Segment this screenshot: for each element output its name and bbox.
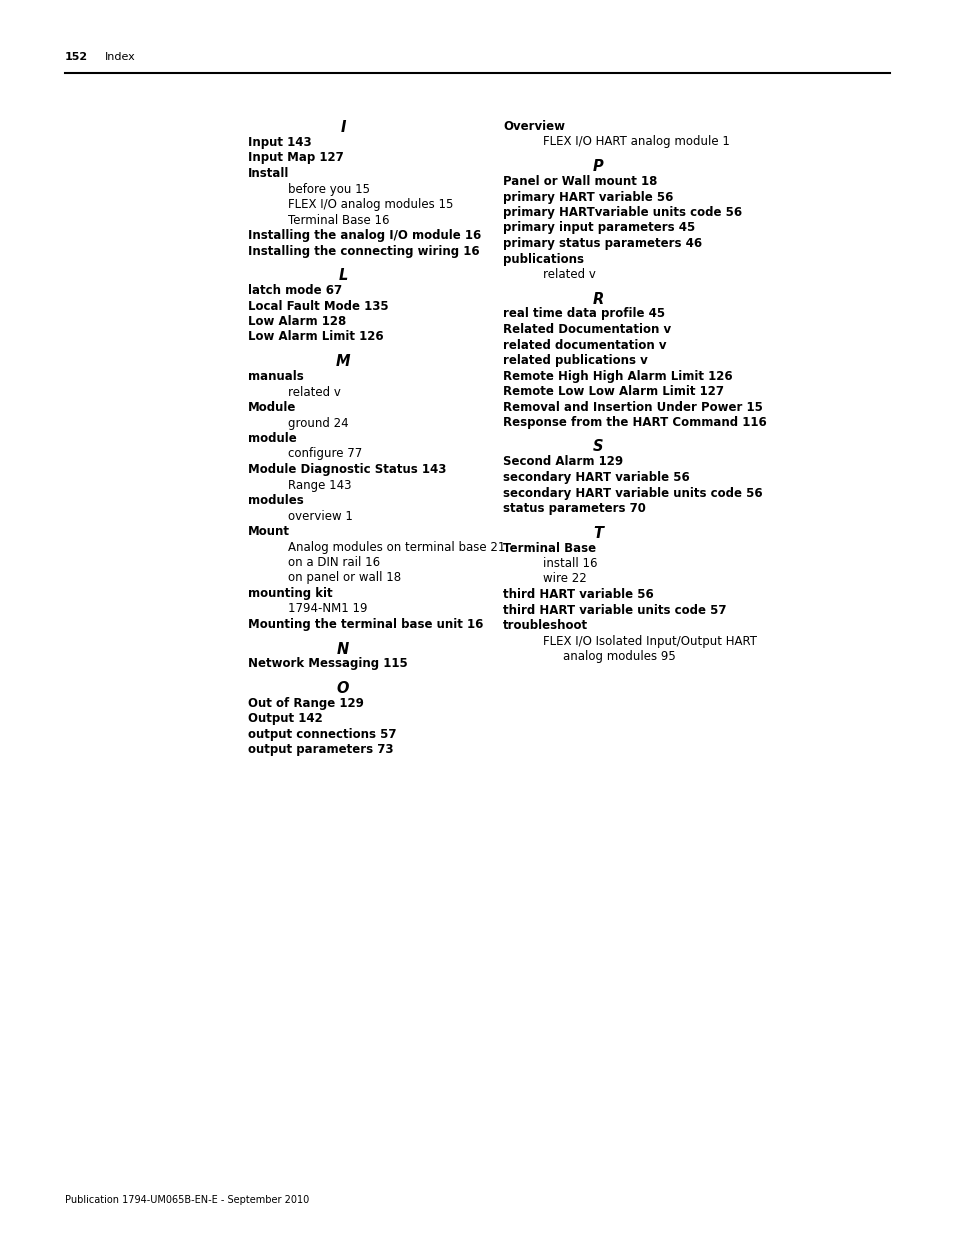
- Text: latch mode 67: latch mode 67: [248, 284, 342, 296]
- Text: on panel or wall 18: on panel or wall 18: [288, 572, 400, 584]
- Text: configure 77: configure 77: [288, 447, 362, 461]
- Text: Local Fault Mode 135: Local Fault Mode 135: [248, 300, 388, 312]
- Text: third HART variable 56: third HART variable 56: [502, 588, 653, 601]
- Text: wire 22: wire 22: [542, 573, 586, 585]
- Text: Publication 1794-UM065B-EN-E - September 2010: Publication 1794-UM065B-EN-E - September…: [65, 1195, 309, 1205]
- Text: Module: Module: [248, 401, 296, 414]
- Text: third HART variable units code 57: third HART variable units code 57: [502, 604, 726, 616]
- Text: before you 15: before you 15: [288, 183, 370, 195]
- Text: FLEX I/O Isolated Input/Output HART: FLEX I/O Isolated Input/Output HART: [542, 635, 757, 647]
- Text: real time data profile 45: real time data profile 45: [502, 308, 664, 321]
- Text: mounting kit: mounting kit: [248, 587, 333, 600]
- Text: module: module: [248, 432, 296, 445]
- Text: Mounting the terminal base unit 16: Mounting the terminal base unit 16: [248, 618, 483, 631]
- Text: publications: publications: [502, 252, 583, 266]
- Text: related documentation v: related documentation v: [502, 338, 666, 352]
- Text: Network Messaging 115: Network Messaging 115: [248, 657, 407, 671]
- Text: Removal and Insertion Under Power 15: Removal and Insertion Under Power 15: [502, 400, 762, 414]
- Text: L: L: [338, 268, 347, 283]
- Text: primary status parameters 46: primary status parameters 46: [502, 237, 701, 249]
- Text: M: M: [335, 354, 350, 369]
- Text: secondary HART variable units code 56: secondary HART variable units code 56: [502, 487, 761, 499]
- Text: FLEX I/O analog modules 15: FLEX I/O analog modules 15: [288, 198, 453, 211]
- Text: manuals: manuals: [248, 370, 303, 383]
- Text: Terminal Base: Terminal Base: [502, 541, 596, 555]
- Text: related publications v: related publications v: [502, 354, 647, 367]
- Text: Low Alarm Limit 126: Low Alarm Limit 126: [248, 331, 383, 343]
- Text: T: T: [593, 526, 602, 541]
- Text: on a DIN rail 16: on a DIN rail 16: [288, 556, 379, 569]
- Text: Remote Low Low Alarm Limit 127: Remote Low Low Alarm Limit 127: [502, 385, 723, 398]
- Text: Install: Install: [248, 167, 289, 180]
- Text: P: P: [592, 159, 602, 174]
- Text: Related Documentation v: Related Documentation v: [502, 324, 670, 336]
- Text: Out of Range 129: Out of Range 129: [248, 697, 363, 710]
- Text: status parameters 70: status parameters 70: [502, 501, 645, 515]
- Text: overview 1: overview 1: [288, 510, 353, 522]
- Text: Output 142: Output 142: [248, 713, 322, 725]
- Text: Module Diagnostic Status 143: Module Diagnostic Status 143: [248, 463, 446, 475]
- Text: Panel or Wall mount 18: Panel or Wall mount 18: [502, 175, 657, 188]
- Text: ground 24: ground 24: [288, 416, 348, 430]
- Text: primary HART variable 56: primary HART variable 56: [502, 190, 673, 204]
- Text: S: S: [592, 440, 602, 454]
- Text: Analog modules on terminal base 21: Analog modules on terminal base 21: [288, 541, 505, 553]
- Text: Installing the analog I/O module 16: Installing the analog I/O module 16: [248, 228, 480, 242]
- Text: I: I: [340, 120, 345, 135]
- Text: 152: 152: [65, 52, 88, 62]
- Text: Response from the HART Command 116: Response from the HART Command 116: [502, 416, 766, 429]
- Text: output parameters 73: output parameters 73: [248, 743, 393, 757]
- Text: modules: modules: [248, 494, 303, 508]
- Text: analog modules 95: analog modules 95: [562, 650, 675, 663]
- Text: primary HARTvariable units code 56: primary HARTvariable units code 56: [502, 206, 741, 219]
- Text: Low Alarm 128: Low Alarm 128: [248, 315, 346, 329]
- Text: Terminal Base 16: Terminal Base 16: [288, 214, 389, 226]
- Text: Input 143: Input 143: [248, 136, 312, 149]
- Text: output connections 57: output connections 57: [248, 727, 396, 741]
- Text: Index: Index: [105, 52, 135, 62]
- Text: Remote High High Alarm Limit 126: Remote High High Alarm Limit 126: [502, 369, 732, 383]
- Text: secondary HART variable 56: secondary HART variable 56: [502, 471, 689, 484]
- Text: install 16: install 16: [542, 557, 597, 571]
- Text: Second Alarm 129: Second Alarm 129: [502, 456, 622, 468]
- Text: primary input parameters 45: primary input parameters 45: [502, 221, 695, 235]
- Text: Overview: Overview: [502, 120, 564, 133]
- Text: FLEX I/O HART analog module 1: FLEX I/O HART analog module 1: [542, 136, 729, 148]
- Text: Mount: Mount: [248, 525, 290, 538]
- Text: 1794-NM1 19: 1794-NM1 19: [288, 603, 367, 615]
- Text: related v: related v: [288, 385, 340, 399]
- Text: Installing the connecting wiring 16: Installing the connecting wiring 16: [248, 245, 479, 258]
- Text: O: O: [336, 680, 349, 697]
- Text: Range 143: Range 143: [288, 478, 351, 492]
- Text: Input Map 127: Input Map 127: [248, 152, 343, 164]
- Text: related v: related v: [542, 268, 596, 282]
- Text: R: R: [592, 291, 603, 306]
- Text: N: N: [336, 641, 349, 657]
- Text: troubleshoot: troubleshoot: [502, 619, 587, 632]
